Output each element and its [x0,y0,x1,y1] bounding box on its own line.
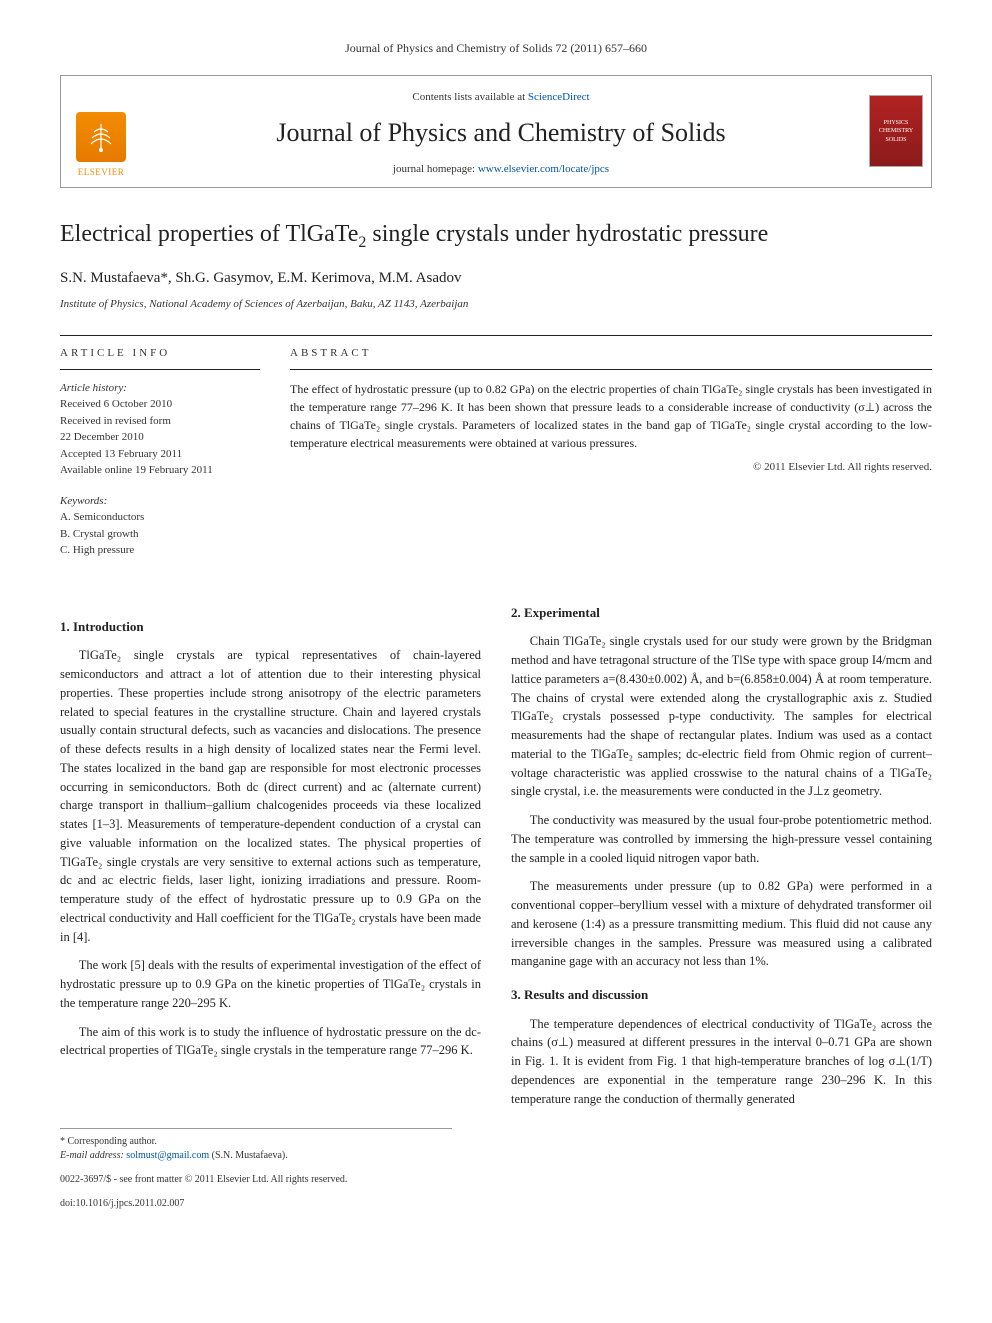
keyword-1: A. Semiconductors [60,509,260,526]
section-results-title: 3. Results and discussion [511,985,932,1005]
journal-cover-thumbnail: PHYSICS CHEMISTRY SOLIDS [869,95,923,167]
abstract-column: abstract The effect of hydrostatic press… [290,336,932,573]
intro-paragraph-2: The work [5] deals with the results of e… [60,956,481,1012]
history-label: Article history: [60,380,260,397]
article-info-column: article info Article history: Received 6… [60,336,260,573]
keyword-3: C. High pressure [60,542,260,559]
keywords-block: Keywords: A. Semiconductors B. Crystal g… [60,493,260,559]
affiliation-line: Institute of Physics, National Academy o… [60,297,932,312]
email-attribution: (S.N. Mustafaeva). [209,1150,288,1161]
doi-line: doi:10.1016/j.jpcs.2011.02.007 [60,1197,452,1211]
keywords-label: Keywords: [60,493,260,510]
section-introduction-title: 1. Introduction [60,617,481,637]
homepage-link[interactable]: www.elsevier.com/locate/jpcs [478,163,609,175]
issn-copyright-line: 0022-3697/$ - see front matter © 2011 El… [60,1173,452,1187]
author-email-link[interactable]: solmust@gmail.com [126,1150,209,1161]
info-abstract-row: article info Article history: Received 6… [60,335,932,573]
journal-title: Journal of Physics and Chemistry of Soli… [151,115,851,151]
header-center: Contents lists available at ScienceDirec… [141,76,861,187]
history-received: Received 6 October 2010 [60,396,260,413]
title-post: single crystals under hydrostatic pressu… [366,221,768,247]
history-available: Available online 19 February 2011 [60,462,260,479]
section-experimental-title: 2. Experimental [511,603,932,623]
homepage-line: journal homepage: www.elsevier.com/locat… [151,162,851,177]
keyword-2: B. Crystal growth [60,526,260,543]
corresponding-author-note: * Corresponding author. [60,1135,452,1149]
article-history-block: Article history: Received 6 October 2010… [60,380,260,479]
elsevier-tree-icon [76,112,126,162]
abstract-copyright: © 2011 Elsevier Ltd. All rights reserved… [290,460,932,475]
title-pre: Electrical properties of TlGaTe [60,221,358,247]
journal-cover-area: PHYSICS CHEMISTRY SOLIDS [861,76,931,187]
abstract-heading: abstract [290,336,932,370]
publisher-logo-area: ELSEVIER [61,76,141,187]
footnote-area: * Corresponding author. E-mail address: … [60,1128,452,1211]
email-line: E-mail address: solmust@gmail.com (S.N. … [60,1149,452,1163]
journal-reference-line: Journal of Physics and Chemistry of Soli… [60,40,932,57]
email-label: E-mail address: [60,1150,126,1161]
history-revised-2: 22 December 2010 [60,429,260,446]
abstract-text: The effect of hydrostatic pressure (up t… [290,380,932,452]
history-accepted: Accepted 13 February 2011 [60,446,260,463]
article-body-columns: 1. Introduction TlGaTe₂ single crystals … [60,603,932,1109]
homepage-text: journal homepage: [393,163,478,175]
contents-available-line: Contents lists available at ScienceDirec… [151,90,851,105]
history-revised-1: Received in revised form [60,413,260,430]
sciencedirect-link[interactable]: ScienceDirect [528,91,590,103]
intro-paragraph-3: The aim of this work is to study the inf… [60,1023,481,1061]
publisher-label: ELSEVIER [78,166,125,179]
exp-paragraph-3: The measurements under pressure (up to 0… [511,877,932,971]
intro-paragraph-1: TlGaTe₂ single crystals are typical repr… [60,646,481,946]
article-title: Electrical properties of TlGaTe2 single … [60,218,932,254]
article-info-heading: article info [60,336,260,370]
contents-text: Contents lists available at [412,91,527,103]
results-paragraph-1: The temperature dependences of electrica… [511,1015,932,1109]
exp-paragraph-2: The conductivity was measured by the usu… [511,811,932,867]
authors-line: S.N. Mustafaeva*, Sh.G. Gasymov, E.M. Ke… [60,268,932,289]
journal-header-box: ELSEVIER Contents lists available at Sci… [60,75,932,188]
exp-paragraph-1: Chain TlGaTe₂ single crystals used for o… [511,632,932,801]
